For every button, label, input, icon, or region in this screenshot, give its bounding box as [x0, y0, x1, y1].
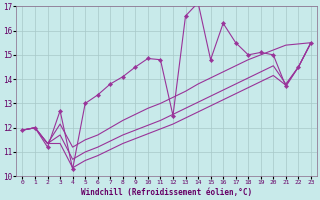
X-axis label: Windchill (Refroidissement éolien,°C): Windchill (Refroidissement éolien,°C): [81, 188, 252, 197]
